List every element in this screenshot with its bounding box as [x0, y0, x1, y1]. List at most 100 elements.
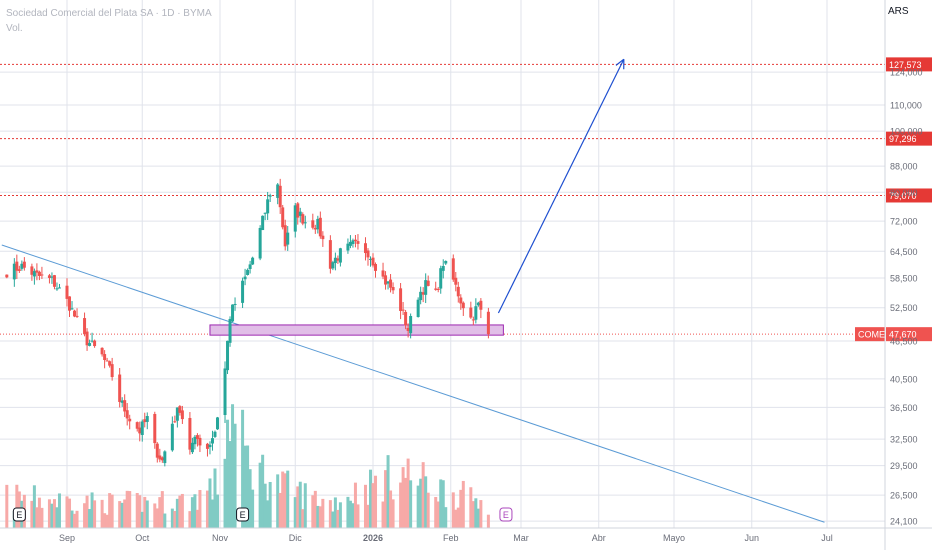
candle-body: [68, 296, 72, 311]
volume-bar: [368, 469, 372, 528]
candle-body: [103, 354, 107, 360]
volume-bar: [404, 477, 408, 528]
volume-bar: [374, 475, 378, 528]
time-tick-label: Feb: [443, 533, 459, 543]
price-tick-label: 58,500: [890, 274, 918, 284]
candle-body: [135, 422, 139, 429]
volume-bar: [243, 445, 247, 528]
volume-bar: [37, 497, 41, 528]
candle-body: [93, 340, 97, 347]
volume-bar: [441, 480, 445, 528]
volume-bar: [384, 470, 388, 528]
volume-bar: [451, 492, 455, 528]
volume-bar: [316, 505, 320, 528]
volume-bar: [386, 455, 390, 528]
trendline-layer[interactable]: [1, 244, 825, 523]
volume-bar: [228, 441, 232, 528]
volume-bar: [190, 497, 194, 528]
candle-body: [155, 443, 159, 458]
volume-bar: [135, 492, 139, 528]
volume-bar: [311, 495, 315, 528]
candle-body: [205, 443, 209, 449]
volume-bar: [328, 500, 332, 528]
earnings-marker: [236, 507, 250, 522]
currency-label[interactable]: ARS: [888, 6, 909, 17]
candlesticks: [5, 178, 490, 467]
volume-bar: [436, 501, 440, 528]
volume-bar: [85, 495, 89, 528]
candle-body: [198, 437, 202, 446]
projection-arrow-layer[interactable]: [497, 58, 625, 314]
candle-body: [246, 269, 250, 275]
candle-body: [65, 285, 69, 299]
volume-bar: [103, 513, 107, 528]
volume-bar: [70, 510, 74, 528]
price-levels[interactable]: 127,573 97,296 79,070 COME 47,670: [0, 57, 932, 342]
candle-body: [195, 435, 199, 439]
candle-body: [421, 292, 425, 295]
candle-body: [178, 406, 182, 413]
candle-body: [353, 239, 357, 242]
candle-body: [331, 262, 335, 269]
candle-body: [486, 311, 490, 335]
volume-bar: [226, 419, 230, 528]
candle-body: [143, 419, 147, 423]
volume-bar: [188, 511, 192, 528]
volume-bar: [57, 493, 61, 528]
volume-bar: [123, 499, 127, 528]
volume-bar: [120, 502, 124, 528]
volume-bar: [461, 480, 465, 528]
candle-body: [12, 263, 16, 280]
volume-bar: [278, 492, 282, 528]
volume-bar: [40, 507, 44, 528]
symbol-title[interactable]: Sociedad Comercial del Plata SA · 1D · B…: [6, 8, 212, 19]
time-axis[interactable]: Sep Oct Nov Dic 2026 Feb Mar Abr Mayo Jun Jul: [0, 527, 932, 543]
time-tick-label: Mar: [513, 533, 529, 543]
candle-body: [125, 410, 129, 419]
level-price-tag: [886, 131, 932, 146]
candle-body: [208, 444, 212, 448]
candle-body: [223, 368, 227, 416]
volume-bar: [160, 491, 164, 528]
candle-body: [281, 207, 285, 228]
volume-bar: [210, 499, 214, 528]
candle-body: [476, 302, 480, 306]
candle-body: [190, 442, 194, 453]
candle-body: [193, 436, 197, 445]
volume-bar: [213, 468, 217, 528]
candle-body: [123, 400, 127, 412]
volume-bar: [90, 492, 94, 528]
volume-bar: [178, 495, 182, 528]
candle-body: [263, 212, 267, 214]
level-price-label: 97,296: [889, 134, 917, 144]
candle-body: [416, 299, 420, 317]
volume-bar: [268, 481, 272, 528]
volume-bar: [35, 507, 39, 528]
candle-body: [231, 304, 235, 322]
time-tick-label: Sep: [59, 533, 75, 543]
candle-body: [40, 274, 44, 276]
volume-bar: [266, 500, 270, 528]
candle-body: [5, 274, 9, 278]
time-tick-label: Jul: [821, 533, 833, 543]
volume-bar: [50, 503, 54, 528]
candle-body: [70, 308, 74, 310]
volume-bar: [138, 495, 142, 528]
candle-body: [374, 263, 378, 271]
candle-body: [100, 347, 104, 355]
candle-body: [386, 281, 390, 284]
price-axis[interactable]: 24,100 26,500 29,500 32,500 36,500 40,500 46,5…: [884, 0, 923, 550]
earnings-marker-label: E: [240, 510, 246, 520]
support-zone-layer[interactable]: [209, 324, 504, 336]
candle-body: [261, 215, 265, 231]
candle-body: [406, 327, 410, 331]
candle-body: [471, 319, 475, 321]
candle-body: [283, 225, 287, 247]
candle-body: [439, 268, 443, 289]
volume-bar: [336, 509, 340, 528]
last-price-tag: [886, 327, 932, 342]
volume-bar: [75, 510, 79, 528]
candle-body: [145, 416, 149, 422]
